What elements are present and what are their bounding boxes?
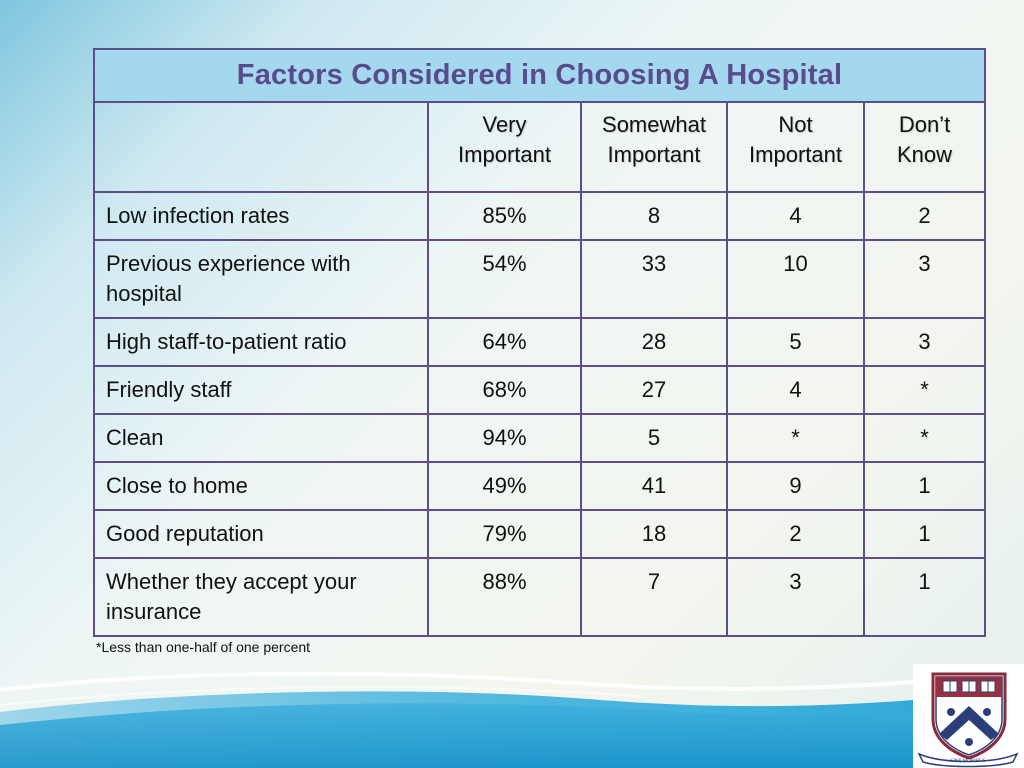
somewhat-important-value: 33 (580, 239, 728, 319)
table-row: High staff-to-patient ratio 64% 28 5 3 (93, 317, 987, 367)
dont-know-value: 1 (862, 461, 987, 511)
somewhat-important-value: 5 (580, 413, 728, 463)
not-important-value: 4 (726, 191, 865, 241)
dont-know-value: 1 (862, 557, 987, 637)
somewhat-important-value: 8 (580, 191, 728, 241)
table-footnote: *Less than one-half of one percent (96, 639, 311, 655)
not-important-value: 5 (726, 317, 865, 367)
column-header-somewhat-important: Somewhat Important (602, 112, 706, 167)
very-important-value: 85% (427, 191, 582, 241)
header-cell-empty (93, 101, 429, 193)
table-row: Whether they accept your insurance 88% 7… (93, 557, 987, 637)
very-important-value: 94% (427, 413, 582, 463)
header-cell-dont-know: Don’t Know (862, 101, 987, 193)
not-important-value: 4 (726, 365, 865, 415)
somewhat-important-value: 41 (580, 461, 728, 511)
very-important-value: 88% (427, 557, 582, 637)
somewhat-important-value: 28 (580, 317, 728, 367)
table-row: Previous experience with hospital 54% 33… (93, 239, 987, 319)
table-row: Friendly staff 68% 27 4 * (93, 365, 987, 415)
column-header-not-important: Not Important (749, 112, 842, 167)
very-important-value: 54% (427, 239, 582, 319)
table-title: Factors Considered in Choosing A Hospita… (236, 58, 843, 91)
not-important-value: * (726, 413, 865, 463)
dont-know-value: * (862, 365, 987, 415)
table-row: Close to home 49% 41 9 1 (93, 461, 987, 511)
column-header-very-important: Very Important (458, 112, 551, 167)
factor-label: High staff-to-patient ratio (93, 317, 429, 367)
dont-know-value: * (862, 413, 987, 463)
header-cell-not-important: Not Important (726, 101, 865, 193)
table-row: Low infection rates 85% 8 4 2 (93, 191, 987, 241)
factor-label: Whether they accept your insurance (93, 557, 429, 637)
not-important-value: 2 (726, 509, 865, 559)
very-important-value: 79% (427, 509, 582, 559)
dont-know-value: 3 (862, 317, 987, 367)
university-shield-crest-icon: SINE MORIBUS (917, 672, 1019, 768)
table-row: Good reputation 79% 18 2 1 (93, 509, 987, 559)
svg-text:SINE MORIBUS: SINE MORIBUS (950, 759, 985, 764)
somewhat-important-value: 27 (580, 365, 728, 415)
factors-table: Factors Considered in Choosing A Hospita… (92, 48, 987, 637)
dont-know-value: 3 (862, 239, 987, 319)
factor-label: Close to home (93, 461, 429, 511)
table-row: Clean 94% 5 * * (93, 413, 987, 463)
not-important-value: 10 (726, 239, 865, 319)
very-important-value: 49% (427, 461, 582, 511)
factor-label: Good reputation (93, 509, 429, 559)
somewhat-important-value: 18 (580, 509, 728, 559)
very-important-value: 68% (427, 365, 582, 415)
very-important-value: 64% (427, 317, 582, 367)
factor-label: Clean (93, 413, 429, 463)
dont-know-value: 2 (862, 191, 987, 241)
not-important-value: 9 (726, 461, 865, 511)
university-logo: SINE MORIBUS (913, 664, 1024, 768)
table-title-row: Factors Considered in Choosing A Hospita… (92, 48, 987, 103)
column-header-dont-know: Don’t Know (896, 112, 953, 167)
somewhat-important-value: 7 (580, 557, 728, 637)
factor-label: Previous experience with hospital (93, 239, 429, 319)
not-important-value: 3 (726, 557, 865, 637)
factor-label: Low infection rates (93, 191, 429, 241)
header-cell-somewhat-important: Somewhat Important (580, 101, 728, 193)
header-cell-very-important: Very Important (427, 101, 582, 193)
dont-know-value: 1 (862, 509, 987, 559)
factor-label: Friendly staff (93, 365, 429, 415)
table-header-row: Very Important Somewhat Important Not Im… (93, 101, 987, 193)
table-title-cell: Factors Considered in Choosing A Hospita… (92, 48, 987, 103)
